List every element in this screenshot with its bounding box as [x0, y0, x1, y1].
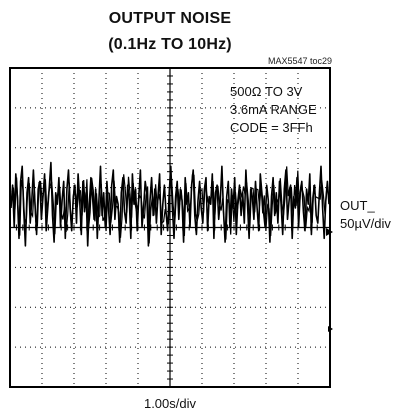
series-line-out [10, 161, 330, 247]
annotation-range: 3.6mA RANGE [230, 102, 317, 117]
zero-marker-right [326, 228, 333, 236]
chart-title-line-1: OUTPUT NOISE [108, 10, 232, 27]
channel-label: OUT_ [340, 198, 375, 213]
ref-marker-right [328, 326, 333, 332]
annotation-load: 500Ω TO 3V [230, 84, 303, 99]
noise-trace [10, 161, 330, 247]
annotation-code: CODE = 3FFh [230, 120, 313, 135]
series-line-out-dense [11, 166, 329, 244]
channel-scale: 50µV/div [340, 216, 391, 231]
x-axis-label: 1.00s/div [143, 396, 197, 411]
chart-title-line-2: (0.1Hz TO 10Hz) [108, 36, 232, 53]
figure-tag: MAX5547 toc29 [268, 56, 333, 66]
